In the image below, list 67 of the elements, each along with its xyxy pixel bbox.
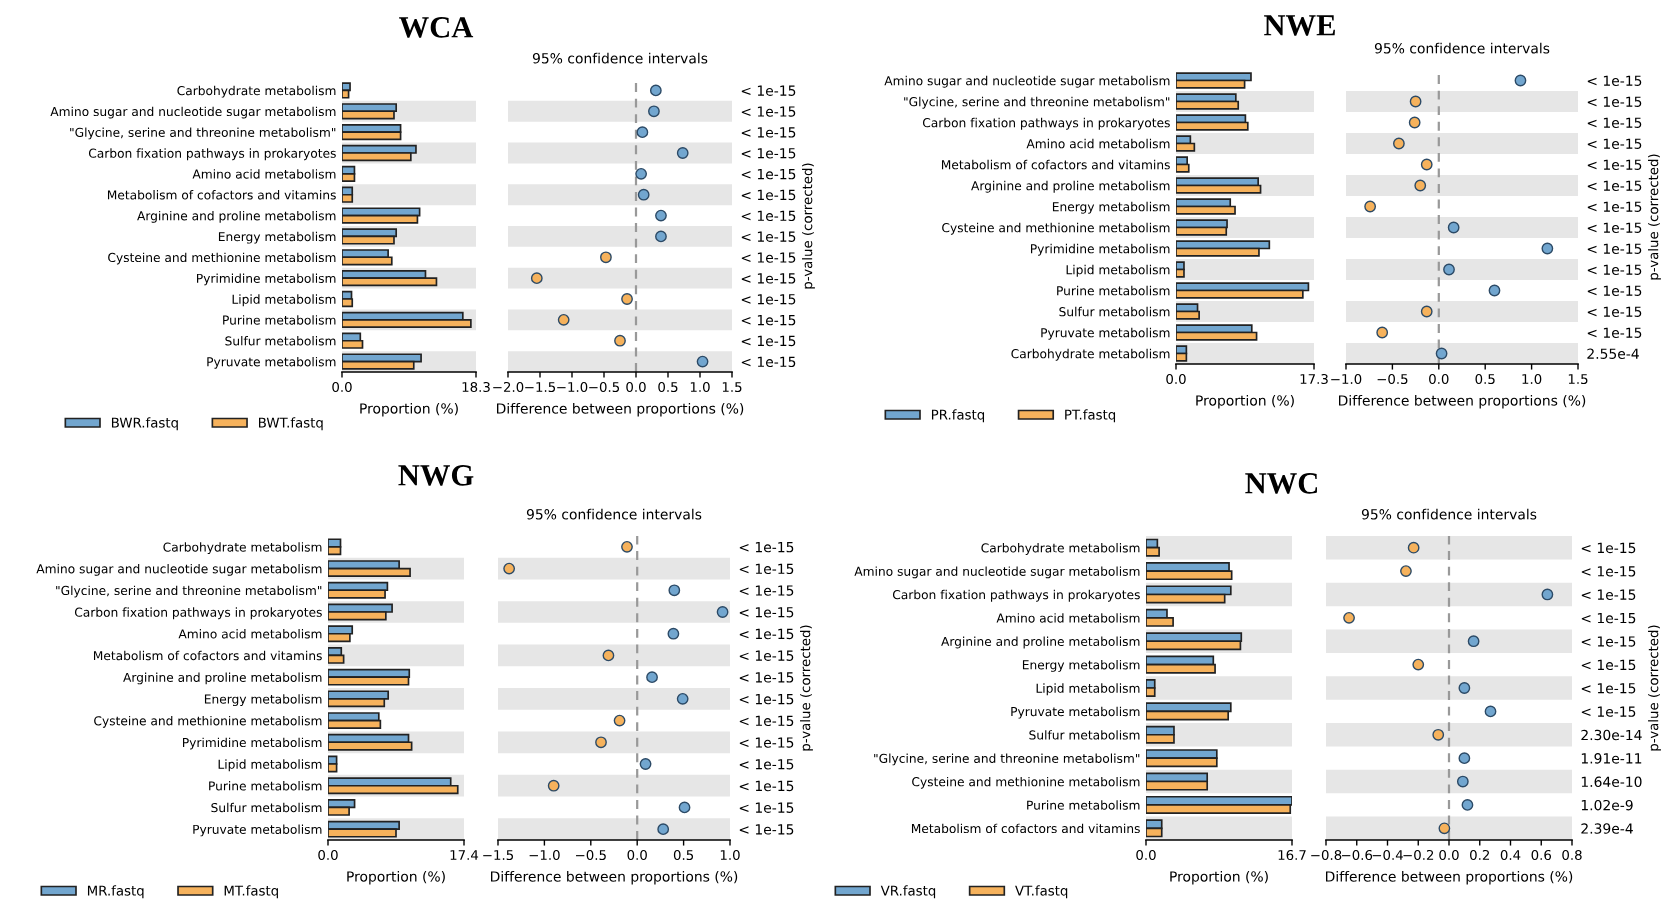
bar (342, 235, 395, 245)
bar (1146, 570, 1233, 581)
bar (342, 277, 438, 287)
bar (342, 339, 364, 349)
bar (342, 360, 415, 370)
bar (1176, 163, 1190, 173)
bar (1146, 780, 1209, 791)
bar (328, 611, 387, 621)
bar (328, 828, 397, 838)
bar (1176, 310, 1200, 320)
bar (328, 567, 411, 578)
bar (342, 298, 354, 308)
bar (1146, 663, 1216, 674)
bar (1176, 331, 1258, 341)
bar (342, 193, 354, 203)
bar (342, 256, 393, 266)
bar (1146, 640, 1242, 651)
bar (1176, 79, 1246, 89)
bar (342, 82, 351, 92)
bar (1176, 352, 1188, 362)
bar (328, 632, 351, 643)
bar (1176, 93, 1237, 103)
chart-title: NWG (398, 465, 474, 486)
bar (1176, 184, 1262, 194)
bar (328, 546, 342, 556)
bar (342, 214, 419, 224)
bar (1176, 100, 1240, 110)
bar (1176, 261, 1185, 271)
bar (1146, 710, 1230, 721)
bar (1146, 546, 1160, 557)
chart-title: NWC (1245, 473, 1318, 494)
bar (342, 173, 356, 182)
bar (328, 763, 338, 773)
bar (328, 698, 386, 708)
bar (328, 741, 413, 751)
bar (342, 353, 422, 363)
bar (328, 719, 382, 730)
bar (342, 228, 398, 238)
bar (328, 676, 410, 686)
bar (328, 589, 386, 599)
bar (1146, 585, 1232, 596)
bar (1146, 593, 1226, 604)
bar (342, 131, 402, 141)
bar (1176, 324, 1253, 334)
bar (342, 152, 412, 162)
bar (1176, 135, 1192, 145)
bar (1176, 345, 1188, 355)
bar (1146, 757, 1218, 768)
bar (1146, 617, 1174, 627)
bar (342, 110, 395, 120)
bar (342, 89, 350, 99)
bar (1176, 121, 1249, 131)
bar (1176, 156, 1189, 166)
bar (1176, 72, 1252, 82)
bar (1146, 687, 1156, 698)
bar (328, 806, 350, 816)
bar (1176, 142, 1196, 152)
bar (1176, 205, 1236, 215)
bar (1176, 226, 1228, 236)
bar (1176, 219, 1228, 229)
bar (1176, 268, 1185, 278)
chart-title: NWE (1264, 15, 1335, 36)
bar (1146, 702, 1232, 713)
bar (1146, 827, 1163, 838)
chart-title: WCA (399, 17, 474, 38)
bar (1146, 733, 1175, 744)
bar (328, 654, 345, 664)
